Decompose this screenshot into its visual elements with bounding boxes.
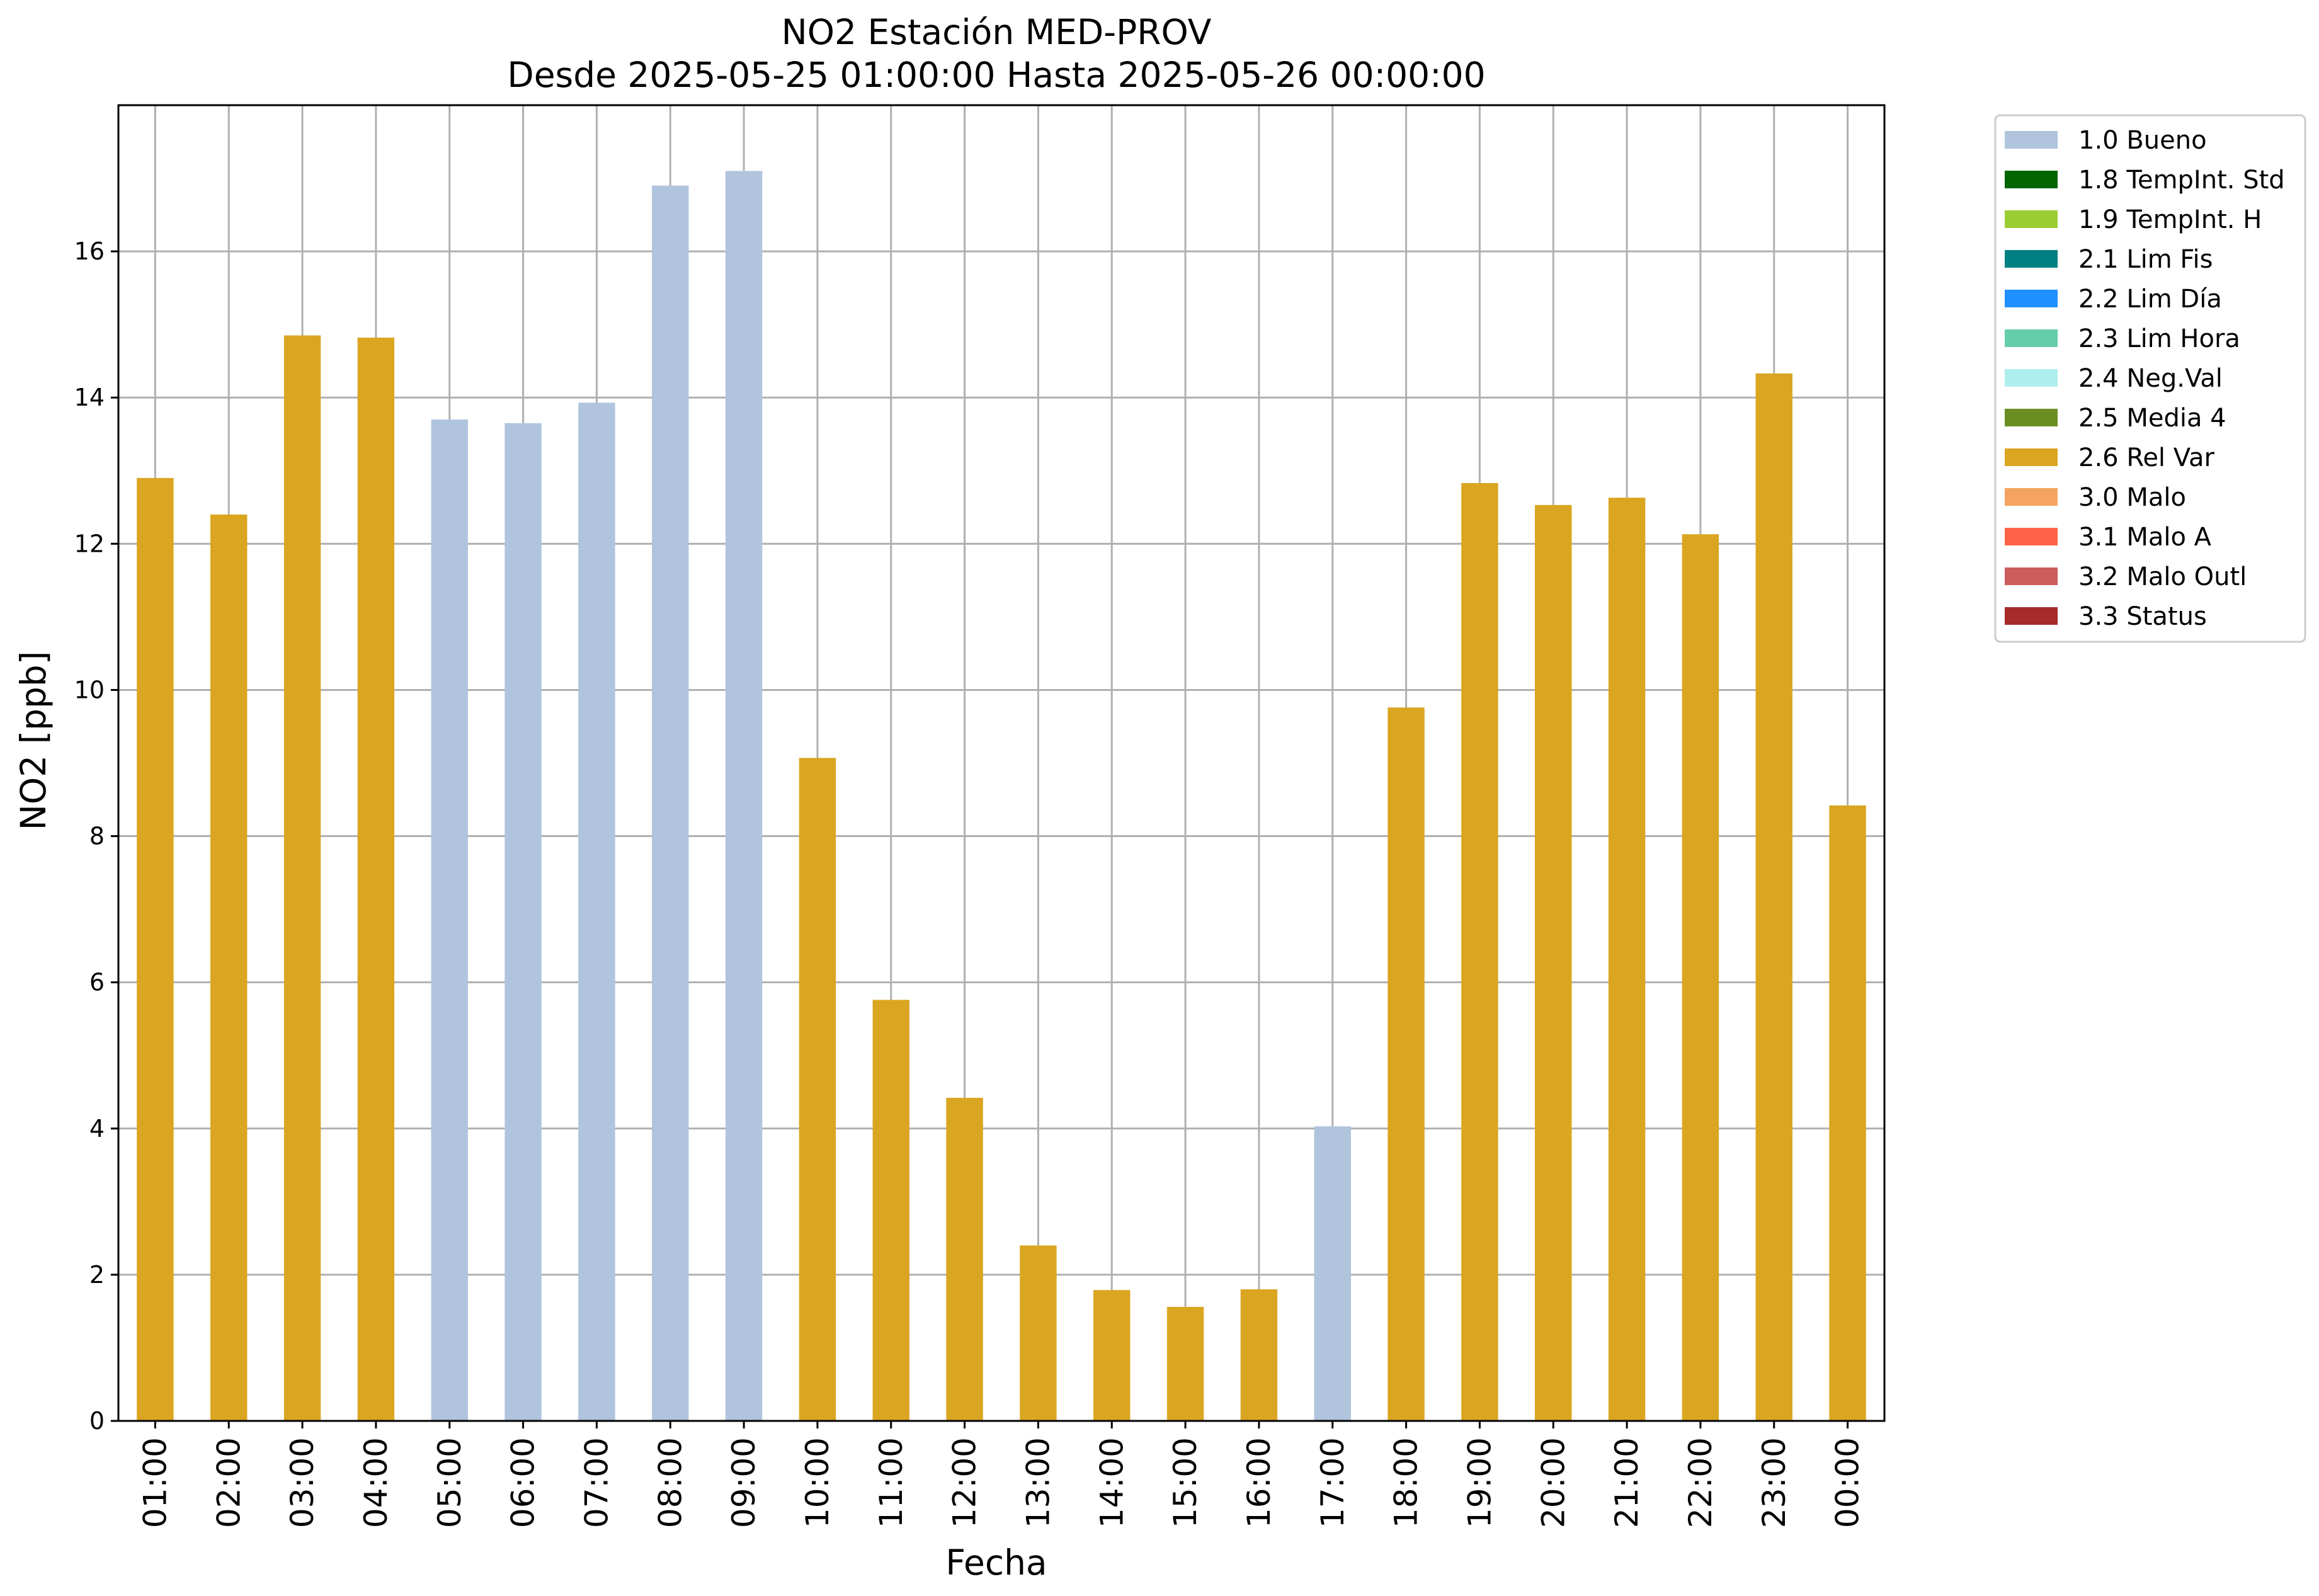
y-tick-label: 8 <box>89 823 105 850</box>
legend-swatch <box>2005 528 2058 545</box>
legend-label: 1.8 TempInt. Std <box>2078 166 2285 195</box>
x-tick-label: 16:00 <box>1241 1437 1277 1528</box>
bar <box>1535 504 1572 1421</box>
x-tick-label: 10:00 <box>799 1437 836 1528</box>
bar <box>1829 805 1866 1421</box>
x-tick-label: 17:00 <box>1314 1437 1351 1528</box>
bar <box>799 758 836 1421</box>
y-tick-label: 4 <box>89 1115 105 1143</box>
bar <box>1093 1290 1131 1421</box>
x-tick-label: 15:00 <box>1167 1437 1204 1528</box>
legend-swatch <box>2005 171 2058 188</box>
bar <box>357 338 395 1421</box>
bars <box>137 171 1866 1422</box>
bar <box>1682 534 1719 1421</box>
legend-label: 1.0 Bueno <box>2078 126 2207 155</box>
x-tick-label: 09:00 <box>726 1437 762 1528</box>
x-tick-label: 18:00 <box>1388 1437 1425 1528</box>
axes: 0 2 4 6 8 10 12 14 16 01:00 02:00 03:00 04:00 05:00 06… <box>74 104 1886 1528</box>
x-tick-label: 22:00 <box>1682 1437 1719 1528</box>
y-tick-label: 0 <box>89 1407 105 1435</box>
plot-frame <box>117 104 1886 1422</box>
x-tick-label: 20:00 <box>1535 1437 1571 1528</box>
legend-label: 2.2 Lim Día <box>2078 285 2222 314</box>
x-tick-label: 23:00 <box>1756 1437 1792 1528</box>
bar <box>431 419 468 1422</box>
bar <box>210 514 248 1421</box>
chart-subtitle: Desde 2025-05-25 01:00:00 Hasta 2025-05-… <box>507 55 1485 95</box>
chart-title: NO2 Estación MED-PROV <box>782 12 1212 52</box>
bar <box>872 1000 909 1421</box>
bar <box>1020 1245 1057 1421</box>
legend-swatch <box>2005 488 2058 506</box>
bar <box>504 423 542 1421</box>
legend-label: 3.0 Malo <box>2078 483 2186 512</box>
legend-label: 2.3 Lim Hora <box>2078 324 2240 353</box>
legend-swatch <box>2005 210 2058 228</box>
y-axis-label: NO2 [ppb] <box>13 651 54 831</box>
legend-swatch <box>2005 131 2058 149</box>
legend-label: 2.4 Neg.Val <box>2078 364 2223 393</box>
bar <box>137 477 174 1422</box>
x-tick-label: 04:00 <box>358 1437 394 1528</box>
y-tick-label: 14 <box>74 384 105 411</box>
x-tick-label: 11:00 <box>873 1437 909 1528</box>
x-tick-label: 02:00 <box>210 1437 247 1528</box>
y-tick-label: 12 <box>74 530 105 557</box>
bar <box>1166 1306 1204 1421</box>
legend-swatch <box>2005 369 2058 387</box>
bar <box>283 335 321 1422</box>
legend-label: 2.6 Rel Var <box>2078 443 2215 472</box>
x-tick-label: 07:00 <box>578 1437 615 1528</box>
legend-swatch <box>2005 329 2058 347</box>
bar <box>1461 483 1498 1421</box>
bar <box>652 185 689 1421</box>
legend-label: 3.1 Malo A <box>2078 523 2212 552</box>
legend-swatch <box>2005 567 2058 585</box>
bar <box>1755 373 1792 1422</box>
x-tick-label: 19:00 <box>1461 1437 1498 1528</box>
bar <box>578 402 615 1421</box>
legend-label: 3.3 Status <box>2078 602 2207 631</box>
x-tick-label: 14:00 <box>1093 1437 1130 1528</box>
y-tick-label: 6 <box>89 969 105 996</box>
legend-label: 1.9 TempInt. H <box>2078 205 2262 234</box>
bar <box>725 171 763 1422</box>
x-tick-label: 06:00 <box>505 1437 542 1528</box>
x-tick-label: 03:00 <box>284 1437 321 1528</box>
x-tick-label: 01:00 <box>137 1437 173 1528</box>
x-tick-label: 12:00 <box>947 1437 983 1528</box>
legend-swatch <box>2005 290 2058 307</box>
legend-swatch <box>2005 409 2058 426</box>
x-tick-label: 21:00 <box>1609 1437 1645 1528</box>
legend-label: 3.2 Malo Outl <box>2078 562 2247 591</box>
legend-swatch <box>2005 607 2058 625</box>
bar <box>1608 498 1646 1422</box>
x-axis-label: Fecha <box>945 1542 1047 1583</box>
x-tick-label: 08:00 <box>652 1437 688 1528</box>
x-tick-label: 00:00 <box>1830 1437 1866 1528</box>
legend-box <box>1994 114 2306 643</box>
y-tick-label: 16 <box>74 237 105 265</box>
bar <box>1314 1126 1351 1421</box>
y-tick-label: 10 <box>74 676 105 704</box>
x-tick-label: 05:00 <box>431 1437 468 1528</box>
legend-label: 2.1 Lim Fis <box>2078 245 2213 274</box>
legend-swatch <box>2005 250 2058 268</box>
bar <box>1240 1289 1278 1421</box>
bar <box>1387 707 1425 1421</box>
legend-swatch <box>2005 448 2058 466</box>
bar <box>946 1098 983 1421</box>
y-tick-label: 2 <box>89 1261 105 1289</box>
legend: 1.0 Bueno 1.8 TempInt. Std 1.9 TempInt. H 2… <box>1994 114 2306 643</box>
x-tick-label: 13:00 <box>1020 1437 1056 1528</box>
legend-label: 2.5 Media 4 <box>2078 404 2226 433</box>
